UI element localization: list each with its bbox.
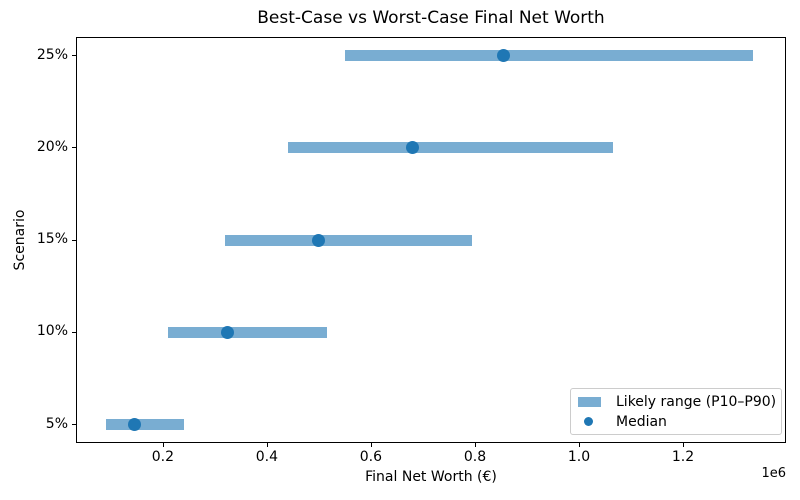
x-tick-0.2: [162, 443, 164, 447]
y-tick-label-10%: 10%: [36, 323, 68, 340]
y-tick-10%: [72, 331, 76, 333]
median-dot-15%: [312, 233, 326, 247]
x-tick-label-0.4: 0.4: [255, 449, 279, 465]
x-tick-0.6: [370, 443, 372, 447]
median-dot-10%: [221, 325, 235, 339]
range-bar-10%: [168, 326, 327, 338]
range-bar-swatch: [578, 396, 601, 407]
x-tick-0.8: [475, 443, 476, 447]
legend-swatch-box: [578, 396, 608, 407]
legend-label-range: Likely range (P10–P90): [616, 393, 777, 410]
legend-entry-range: Likely range (P10–P90): [578, 393, 777, 410]
x-tick-label-0.8: 0.8: [463, 449, 487, 465]
legend-label-median: Median: [616, 413, 667, 430]
x-tick-label-0.2: 0.2: [151, 449, 175, 465]
y-tick-label-5%: 5%: [45, 415, 68, 432]
x-tick-label-0.6: 0.6: [359, 449, 383, 465]
x-tick-0.4: [266, 443, 268, 447]
x-tick-label-1.2: 1.2: [671, 449, 695, 465]
y-tick-15%: [72, 239, 76, 241]
legend-swatch-box: [578, 417, 608, 426]
y-tick-5%: [72, 424, 76, 425]
range-bar-25%: [344, 50, 754, 61]
legend: Likely range (P10–P90) Median: [570, 388, 782, 435]
median-dot-swatch: [584, 417, 593, 426]
y-tick-label-25%: 25%: [36, 46, 68, 63]
x-tick-1.2: [683, 443, 684, 447]
x-axis-offset-text: 1e6: [761, 466, 786, 481]
median-dot-25%: [497, 49, 511, 62]
median-dot-20%: [406, 141, 419, 155]
range-bar-15%: [225, 234, 473, 246]
y-tick-20%: [72, 147, 76, 149]
y-tick-label-20%: 20%: [36, 138, 68, 155]
x-tick-1.0: [579, 443, 580, 447]
y-tick-label-15%: 15%: [36, 231, 68, 247]
x-tick-label-1.0: 1.0: [567, 449, 591, 465]
median-dot-5%: [127, 418, 141, 431]
range-bar-5%: [105, 419, 184, 430]
legend-entry-median: Median: [578, 414, 773, 430]
x-axis-label: Final Net Worth (€): [365, 469, 497, 485]
range-bar-20%: [287, 142, 613, 154]
chart-title: Best-Case vs Worst-Case Final Net Worth: [257, 8, 605, 28]
y-tick-25%: [72, 55, 76, 56]
